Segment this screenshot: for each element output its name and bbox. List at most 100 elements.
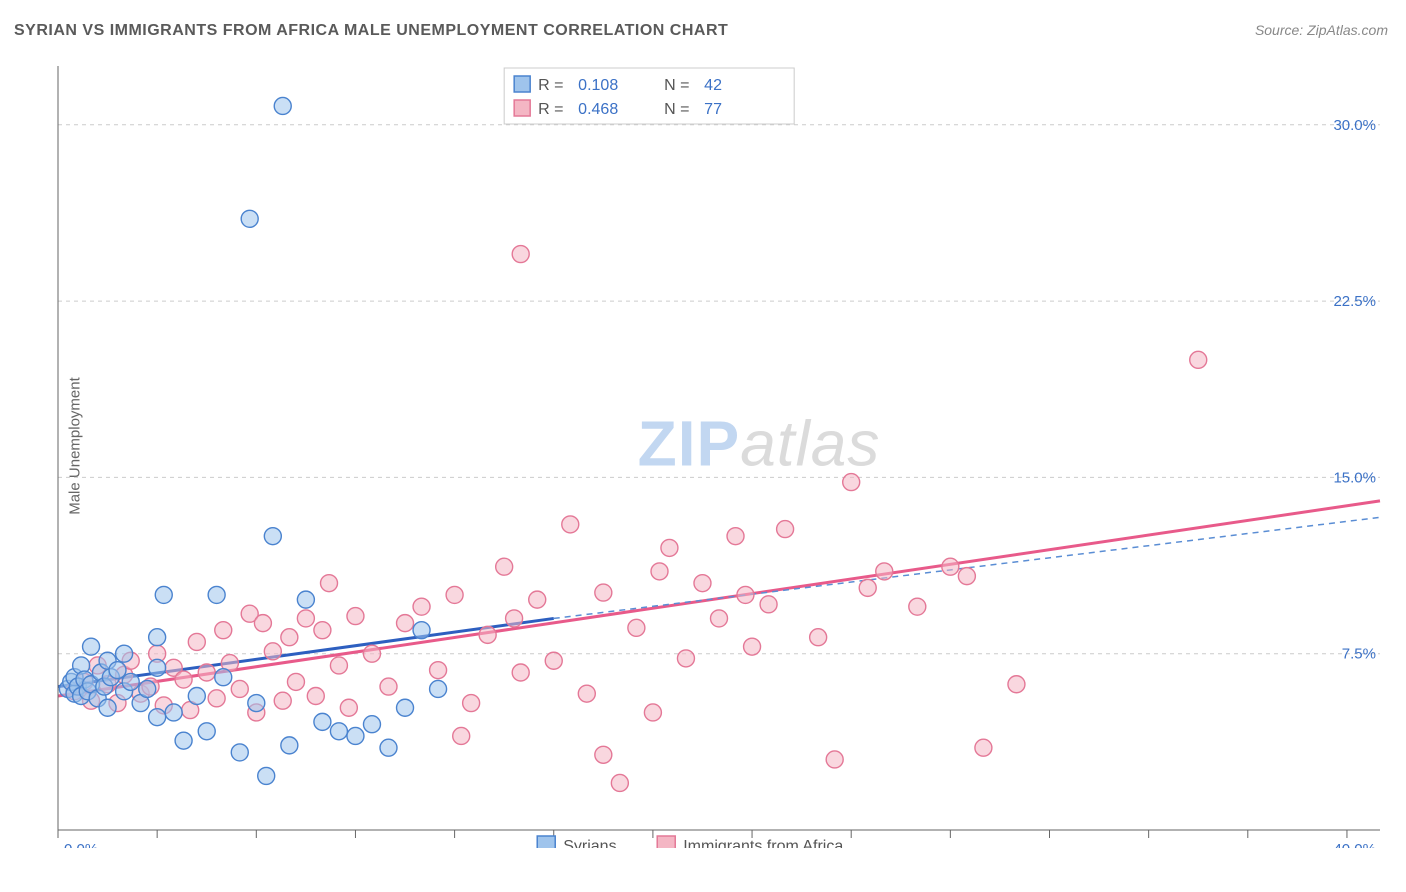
y-tick-label: 15.0%	[1333, 469, 1376, 486]
data-point-syrians	[258, 767, 275, 784]
data-point-syrians	[165, 704, 182, 721]
data-point-africa	[810, 629, 827, 646]
data-point-syrians	[99, 699, 116, 716]
data-point-africa	[307, 688, 324, 705]
data-point-syrians	[430, 680, 447, 697]
data-point-syrians	[297, 591, 314, 608]
data-point-africa	[975, 739, 992, 756]
data-point-syrians	[149, 629, 166, 646]
legend-n-value-africa: 77	[704, 101, 722, 118]
data-point-syrians	[363, 716, 380, 733]
data-point-africa	[958, 568, 975, 585]
legend-series-africa: Immigrants from Africa	[683, 838, 843, 848]
scatter-plot-svg: 7.5% 15.0% 22.5% 30.0% ZIPatlas 0.0% 40.0% R = 0…	[50, 58, 1388, 848]
data-point-africa	[595, 746, 612, 763]
data-point-syrians	[397, 699, 414, 716]
data-point-africa	[529, 591, 546, 608]
data-point-africa	[727, 528, 744, 545]
data-point-syrians	[139, 680, 156, 697]
y-tick-label: 22.5%	[1333, 293, 1376, 310]
data-point-syrians	[241, 210, 258, 227]
data-point-africa	[479, 626, 496, 643]
data-point-africa	[512, 246, 529, 263]
data-point-africa	[321, 575, 338, 592]
legend-n-label: N =	[664, 101, 689, 118]
data-point-africa	[330, 657, 347, 674]
legend-r-value-syrians: 0.108	[578, 77, 618, 94]
data-point-africa	[347, 608, 364, 625]
data-point-syrians	[122, 673, 139, 690]
data-point-syrians	[208, 586, 225, 603]
data-point-africa	[651, 563, 668, 580]
legend-swatch-africa	[514, 100, 530, 116]
data-point-syrians	[248, 695, 265, 712]
y-tick-label: 30.0%	[1333, 117, 1376, 134]
data-point-syrians	[347, 727, 364, 744]
legend-r-label: R =	[538, 77, 563, 94]
legend-series-syrians: Syrians	[563, 838, 616, 848]
x-min-label: 0.0%	[64, 841, 98, 848]
data-point-africa	[397, 615, 414, 632]
data-point-africa	[876, 563, 893, 580]
data-point-africa	[777, 521, 794, 538]
data-point-africa	[380, 678, 397, 695]
data-point-syrians	[83, 638, 100, 655]
data-point-africa	[208, 690, 225, 707]
data-point-africa	[287, 673, 304, 690]
data-point-africa	[264, 643, 281, 660]
legend-n-label: N =	[664, 77, 689, 94]
data-point-africa	[363, 645, 380, 662]
data-point-africa	[231, 680, 248, 697]
data-point-syrians	[198, 723, 215, 740]
source-credit: Source: ZipAtlas.com	[1255, 22, 1388, 38]
legend-swatch-syrians	[537, 836, 555, 848]
data-point-syrians	[281, 737, 298, 754]
data-point-africa	[942, 558, 959, 575]
data-point-syrians	[175, 732, 192, 749]
chart-title: SYRIAN VS IMMIGRANTS FROM AFRICA MALE UN…	[14, 22, 728, 40]
data-point-africa	[430, 662, 447, 679]
data-point-africa	[198, 664, 215, 681]
data-point-africa	[628, 619, 645, 636]
data-point-africa	[826, 751, 843, 768]
watermark: ZIPatlas	[638, 408, 881, 480]
data-point-africa	[843, 474, 860, 491]
data-point-africa	[909, 598, 926, 615]
data-point-africa	[661, 539, 678, 556]
data-point-africa	[297, 610, 314, 627]
data-point-syrians	[116, 645, 133, 662]
data-point-africa	[254, 615, 271, 632]
x-max-label: 40.0%	[1333, 841, 1376, 848]
data-point-syrians	[215, 669, 232, 686]
data-point-africa	[859, 579, 876, 596]
data-point-syrians	[380, 739, 397, 756]
data-point-africa	[512, 664, 529, 681]
data-point-syrians	[188, 688, 205, 705]
data-point-africa	[496, 558, 513, 575]
data-point-africa	[760, 596, 777, 613]
data-point-africa	[274, 692, 291, 709]
legend-swatch-syrians	[514, 76, 530, 92]
data-point-africa	[314, 622, 331, 639]
data-point-africa	[611, 774, 628, 791]
data-point-syrians	[413, 622, 430, 639]
data-point-africa	[506, 610, 523, 627]
data-point-africa	[413, 598, 430, 615]
data-point-africa	[1008, 676, 1025, 693]
data-point-africa	[744, 638, 761, 655]
data-point-africa	[188, 633, 205, 650]
data-point-africa	[545, 652, 562, 669]
y-tick-label: 7.5%	[1342, 646, 1376, 663]
data-point-africa	[446, 586, 463, 603]
data-point-africa	[215, 622, 232, 639]
data-point-syrians	[231, 744, 248, 761]
data-point-syrians	[264, 528, 281, 545]
data-point-syrians	[330, 723, 347, 740]
data-point-africa	[281, 629, 298, 646]
data-point-africa	[340, 699, 357, 716]
data-point-syrians	[149, 709, 166, 726]
chart-area: 7.5% 15.0% 22.5% 30.0% ZIPatlas 0.0% 40.0% R = 0…	[50, 58, 1388, 848]
data-point-africa	[463, 695, 480, 712]
data-point-syrians	[109, 662, 126, 679]
data-point-syrians	[149, 659, 166, 676]
